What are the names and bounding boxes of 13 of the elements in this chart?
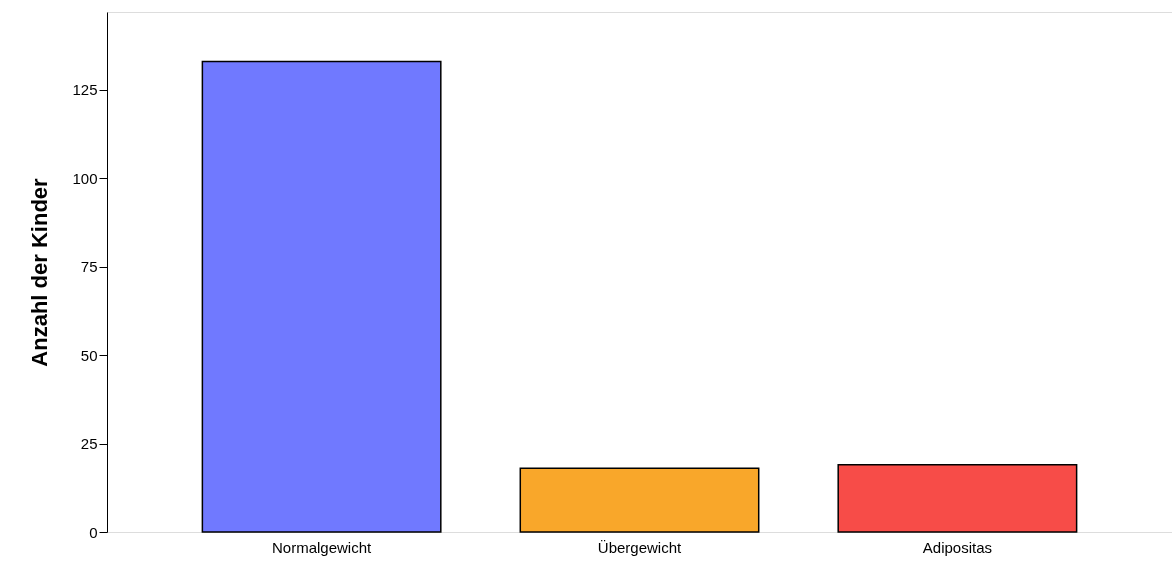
bar — [519, 467, 760, 533]
bar — [837, 464, 1078, 533]
x-tick-label: Übergewicht — [597, 538, 683, 556]
bar — [201, 60, 442, 533]
y-tick-label: 100 — [72, 169, 98, 187]
x-tick-label: Adipositas — [922, 538, 993, 556]
y-tick-label: 50 — [80, 346, 98, 364]
y-tick-label: 125 — [72, 81, 98, 99]
y-tick-label: 25 — [80, 435, 98, 453]
y-tick-label: 0 — [89, 523, 98, 541]
y-axis-title: Anzahl der Kinder — [27, 177, 53, 367]
x-tick-label: Normalgewicht — [271, 538, 373, 556]
y-tick-label: 75 — [80, 258, 98, 276]
